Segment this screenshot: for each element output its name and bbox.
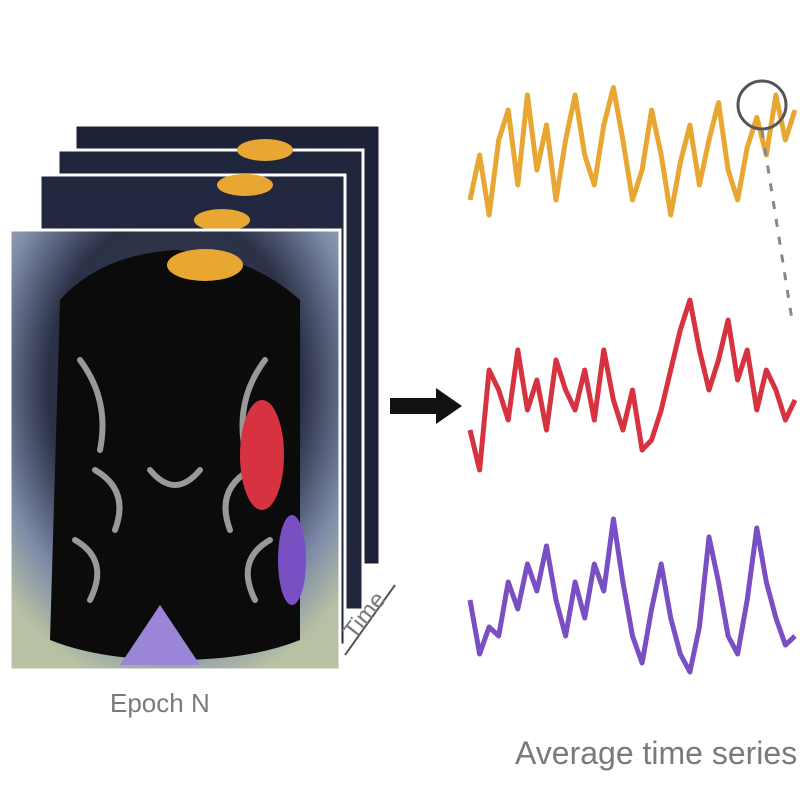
- zoom-connector: [760, 129, 794, 321]
- arrow-icon: [390, 388, 462, 424]
- brain-slice: [50, 250, 300, 660]
- purple-region-bottom: [120, 605, 200, 665]
- orange-region-frame-4: [237, 139, 293, 161]
- red-region: [240, 400, 284, 510]
- epoch-frame-stack: [8, 123, 382, 672]
- purple-series: [467, 516, 797, 675]
- white-matter-center: [147, 467, 203, 488]
- white-matter-right-3: [244, 537, 273, 603]
- white-matter-left-2: [92, 467, 123, 533]
- white-matter-left-3: [72, 537, 101, 603]
- red-series: [467, 297, 798, 473]
- orange-region: [167, 249, 243, 281]
- time-series-group: [467, 85, 798, 675]
- orange-region-frame-2: [194, 209, 250, 231]
- white-matter-left-1: [77, 357, 106, 453]
- zoom-circle: [736, 79, 788, 131]
- purple-region: [278, 515, 306, 605]
- orange-series: [467, 85, 798, 218]
- average-time-series-label: Average time series: [515, 735, 798, 771]
- orange-region-frame-3: [217, 174, 273, 196]
- epoch-label: Epoch N: [110, 688, 210, 718]
- time-axis-line: [344, 584, 396, 656]
